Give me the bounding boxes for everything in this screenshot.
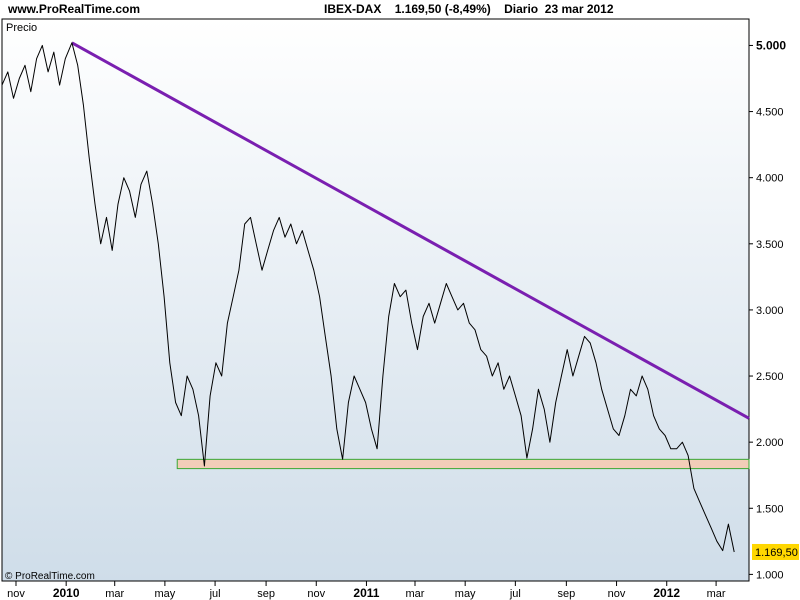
- x-tick-label: jul: [509, 588, 521, 600]
- last-value-badge: [752, 543, 799, 560]
- price-series-layer: [1, 42, 735, 553]
- x-axis: nov 2010 mar may jul sep nov 2011 mar may jul sep no…: [7, 581, 726, 600]
- last-value-header: 1.169,50: [394, 2, 442, 16]
- site-url[interactable]: www.ProRealTime.com: [8, 2, 141, 16]
- x-tick-label: nov: [7, 588, 25, 600]
- x-tick-label: may: [455, 588, 476, 600]
- change-percent: (-8,49%): [444, 2, 491, 16]
- trendline: [71, 41, 750, 420]
- y-tick-label: 3.500: [756, 239, 784, 251]
- trendline-layer: [71, 41, 750, 420]
- last-value-badge-layer: 1.169,50: [752, 543, 799, 560]
- x-tick-label: 2010: [53, 586, 80, 600]
- chart-date: 23 mar 2012: [544, 2, 614, 16]
- period-label: Diario: [504, 2, 539, 16]
- x-tick-label: 2012: [653, 586, 680, 600]
- x-tick-label: mar: [105, 588, 124, 600]
- y-tick-label: 2.500: [756, 371, 784, 383]
- y-tick-label: 2.000: [756, 437, 784, 449]
- chart-header: www.ProRealTime.com IBEX-DAX 1.169,50 (-…: [0, 0, 800, 20]
- plot-area: [1, 18, 750, 582]
- support-zone-layer: [176, 458, 750, 470]
- y-tick-label: 1.500: [756, 503, 784, 515]
- x-tick-label: mar: [707, 588, 726, 600]
- x-tick-label: mar: [406, 588, 425, 600]
- x-tick-label: nov: [608, 588, 626, 600]
- price-line-series-0: [1, 42, 735, 553]
- y-axis: 1.000 1.500 2.000 2.500 3.000 3.500 4.000 4.500…: [749, 38, 786, 581]
- y-tick-label: 3.000: [756, 305, 784, 317]
- x-tick-label: 2011: [353, 586, 379, 600]
- x-tick-label: jul: [209, 588, 221, 600]
- y-tick-label: 4.000: [756, 173, 784, 185]
- support-zone: [176, 458, 750, 470]
- x-tick-label: may: [155, 588, 176, 600]
- chart-title: IBEX-DAX 1.169,50 (-8,49%) Diario 23 mar…: [324, 2, 614, 16]
- x-tick-label: sep: [557, 588, 575, 600]
- last-value-label: 1.169,50: [755, 547, 798, 559]
- x-tick-label: sep: [257, 588, 275, 600]
- y-tick-label: 4.500: [756, 107, 784, 119]
- panel-label: Precio: [6, 22, 37, 34]
- y-tick-label: 1.000: [756, 569, 784, 581]
- x-tick-label: nov: [307, 588, 325, 600]
- instrument-name: IBEX-DAX: [324, 2, 382, 16]
- y-tick-label: 5.000: [756, 38, 786, 52]
- copyright-footer: © ProRealTime.com: [5, 571, 95, 582]
